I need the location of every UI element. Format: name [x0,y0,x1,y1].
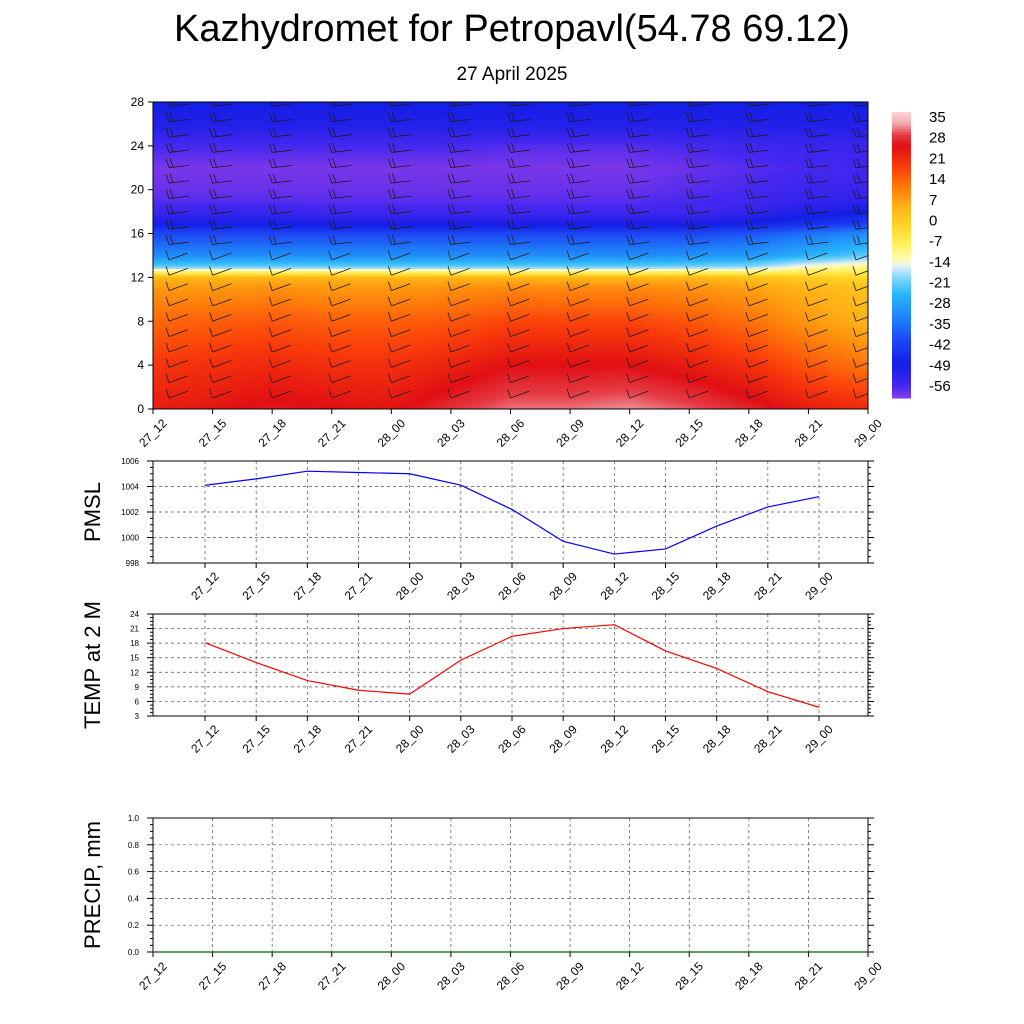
temperature-heatmap: 048121620242827_12 27_15 27_18 27_21 28_00 28… [131,95,885,450]
